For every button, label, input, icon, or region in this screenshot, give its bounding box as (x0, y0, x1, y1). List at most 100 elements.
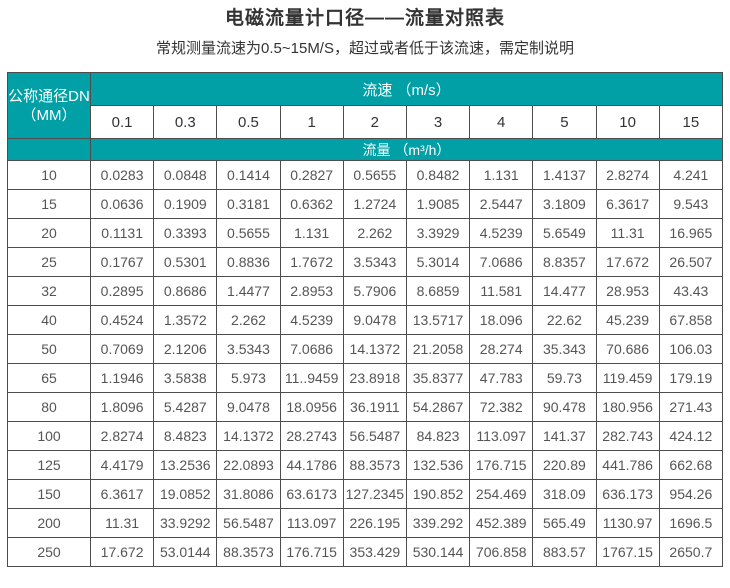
dn-cell: 20 (7, 218, 91, 248)
flow-value-cell: 11.31 (595, 218, 660, 248)
flow-value-cell: 565.49 (532, 508, 597, 538)
dn-cell: 250 (7, 537, 91, 567)
flow-value-cell: 11.31 (89, 508, 155, 538)
flow-value-cell: 9.0478 (216, 392, 281, 422)
flow-value-cell: 2.262 (216, 305, 281, 335)
flow-value-cell: 132.536 (405, 450, 471, 480)
flow-value-cell: 1.3572 (153, 305, 218, 335)
flow-value-cell: 2.8274 (595, 160, 660, 190)
velocity-value-cell: 2 (342, 105, 407, 139)
flow-value-cell: 70.686 (595, 334, 660, 364)
flow-value-cell: 22.0893 (216, 450, 281, 480)
flow-value-cell: 1.8096 (89, 392, 155, 422)
flow-value-cell: 176.715 (469, 450, 534, 480)
velocity-values-row: 0.1 0.3 0.5 1 2 3 4 5 10 15 (8, 105, 724, 139)
flow-value-cell: 13.5717 (405, 305, 471, 335)
dn-cell: 65 (7, 363, 91, 393)
velocity-value-cell: 0.1 (89, 105, 155, 139)
flow-value-cell: 0.3393 (153, 218, 218, 248)
flow-value-cell: 0.0636 (89, 189, 155, 219)
flow-value-cell: 33.9292 (153, 508, 218, 538)
flow-value-cell: 318.09 (532, 479, 597, 509)
flow-value-cell: 9.0478 (342, 305, 407, 335)
flow-value-cell: 220.89 (532, 450, 597, 480)
flow-value-cell: 452.389 (469, 508, 534, 538)
flow-value-cell: 706.858 (469, 537, 534, 567)
flow-value-cell: 0.1767 (89, 247, 155, 277)
flow-value-cell: 11.581 (469, 276, 534, 306)
flow-value-cell: 1.2724 (342, 189, 407, 219)
flow-value-cell: 35.343 (532, 334, 597, 364)
dn-cell: 15 (7, 189, 91, 219)
flow-value-cell: 8.4823 (153, 421, 218, 451)
flow-value-cell: 26.507 (658, 247, 724, 277)
flow-value-cell: 2.8953 (279, 276, 344, 306)
flow-value-cell: 56.5487 (342, 421, 407, 451)
flow-value-cell: 0.2827 (279, 160, 344, 190)
table-row: 40 0.4524 1.3572 2.262 4.5239 9.0478 13.5717 18… (7, 305, 724, 335)
flow-value-cell: 4.4179 (89, 450, 155, 480)
corner-header-line2: （MM） (21, 106, 77, 124)
flow-comparison-table: 公称通径DN （MM） 流速 （m/s） 0.1 0.3 0.5 1 2 3 4 5 10 15 … (7, 72, 724, 567)
flow-value-cell: 2.262 (342, 218, 407, 248)
flow-value-cell: 6.3617 (89, 479, 155, 509)
flow-value-cell: 113.097 (469, 421, 534, 451)
table-row: 20 0.1131 0.3393 0.5655 1.131 2.262 3.3929 4.52… (7, 218, 724, 248)
flow-value-cell: 7.0686 (279, 334, 344, 364)
flow-value-cell: 353.429 (342, 537, 407, 567)
flow-value-cell: 180.956 (595, 392, 660, 422)
flow-value-cell: 28.953 (595, 276, 660, 306)
flow-value-cell: 271.43 (658, 392, 724, 422)
flow-value-cell: 5.973 (216, 363, 281, 393)
flow-value-cell: 2.1206 (153, 334, 218, 364)
flow-value-cell: 5.6549 (532, 218, 597, 248)
flow-value-cell: 84.823 (405, 421, 471, 451)
dn-cell: 100 (7, 421, 91, 451)
flow-value-cell: 636.173 (595, 479, 660, 509)
flow-value-cell: 13.2536 (153, 450, 218, 480)
flow-value-cell: 141.37 (532, 421, 597, 451)
flow-value-cell: 4.241 (658, 160, 724, 190)
flow-value-cell: 0.3181 (216, 189, 281, 219)
flow-value-cell: 0.4524 (89, 305, 155, 335)
velocity-value-cell: 5 (532, 105, 597, 139)
page-title: 电磁流量计口径——流量对照表 (224, 8, 505, 29)
page-subtitle: 常规测量流速为0.5~15M/S，超过或者低于该流速，需定制说明 (156, 40, 574, 57)
flow-value-cell: 106.03 (658, 334, 724, 364)
velocity-value-cell: 1 (279, 105, 344, 139)
flow-value-cell: 3.3929 (405, 218, 471, 248)
flow-value-cell: 17.672 (595, 247, 660, 277)
table-row: 25 0.1767 0.5301 0.8836 1.7672 3.5343 5.3014 7.… (7, 247, 724, 277)
flow-value-cell: 1.4477 (216, 276, 281, 306)
flow-value-cell: 1.7672 (279, 247, 344, 277)
flow-value-cell: 14.1372 (342, 334, 407, 364)
table-row: 150 6.3617 19.0852 31.8086 63.6173 127.2345 19… (7, 479, 724, 509)
flow-value-cell: 1130.97 (595, 508, 660, 538)
dn-cell: 40 (7, 305, 91, 335)
flow-value-cell: 11..9459 (279, 363, 344, 393)
flow-value-cell: 88.3573 (342, 450, 407, 480)
flow-value-cell: 0.7069 (89, 334, 155, 364)
velocity-value-cell: 0.5 (216, 105, 281, 139)
flow-value-cell: 179.19 (658, 363, 724, 393)
flow-value-cell: 0.8686 (153, 276, 218, 306)
flow-value-cell: 6.3617 (595, 189, 660, 219)
flow-value-cell: 0.8482 (405, 160, 471, 190)
flow-value-cell: 22.62 (532, 305, 597, 335)
flow-value-cell: 883.57 (532, 537, 597, 567)
velocity-header-row: 公称通径DN （MM） 流速 （m/s） (7, 72, 723, 139)
flow-value-cell: 44.1786 (279, 450, 344, 480)
flow-value-cell: 16.965 (658, 218, 724, 248)
flow-value-cell: 90.478 (532, 392, 597, 422)
dn-cell: 80 (7, 392, 91, 422)
flow-value-cell: 190.852 (405, 479, 471, 509)
corner-header-cell: 公称通径DN （MM） (7, 72, 91, 139)
flow-value-cell: 226.195 (342, 508, 407, 538)
flow-value-cell: 21.2058 (405, 334, 471, 364)
flow-value-cell: 176.715 (279, 537, 344, 567)
velocity-header-cell: 流速 （m/s） (90, 72, 723, 106)
flow-value-cell: 662.68 (658, 450, 724, 480)
flow-value-cell: 56.5487 (216, 508, 281, 538)
flow-value-cell: 35.8377 (405, 363, 471, 393)
flow-value-cell: 424.12 (658, 421, 724, 451)
